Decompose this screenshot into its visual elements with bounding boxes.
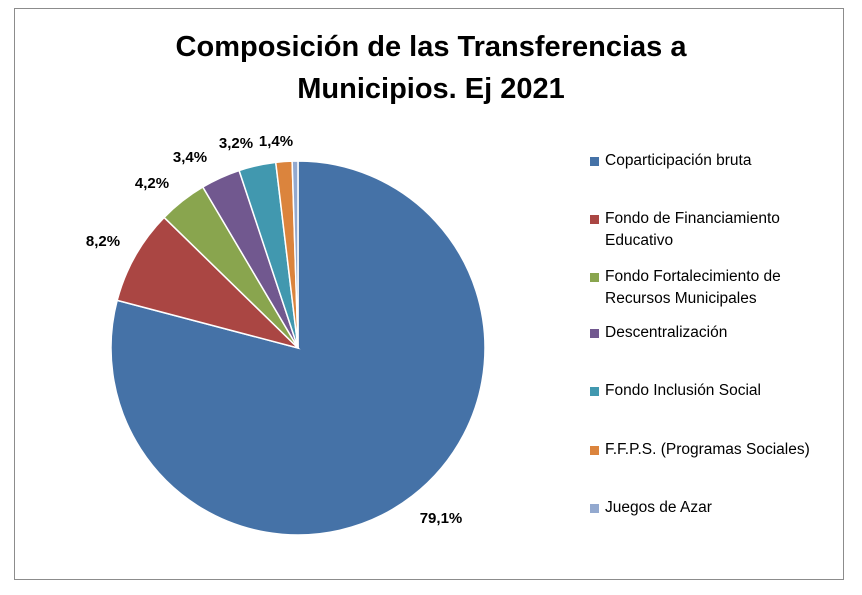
- legend-item-fondo-fortalecimiento-de-recursos-municipales: Fondo Fortalecimiento de Recursos Municip…: [590, 266, 840, 310]
- legend-swatch: [590, 504, 599, 513]
- legend-item-coparticipacion-bruta: Coparticipación bruta: [590, 150, 840, 172]
- legend-swatch: [590, 157, 599, 166]
- legend-label: F.F.P.S. (Programas Sociales): [605, 439, 810, 461]
- legend-label-line: Fondo Inclusión Social: [605, 382, 761, 399]
- data-label-coparticipacion-bruta: 79,1%: [420, 510, 463, 527]
- legend-label-line: F.F.P.S. (Programas Sociales): [605, 441, 810, 458]
- legend-swatch: [590, 329, 599, 338]
- pie-slice-fondo-de-financiamiento-educativo: [116, 216, 301, 350]
- legend-label-line: Educativo: [605, 232, 674, 249]
- legend-swatch: [590, 273, 599, 282]
- data-label-descentralizacion: 3,4%: [173, 149, 207, 166]
- legend-label-line: Fondo Fortalecimiento de: [605, 268, 781, 285]
- legend-label-line: Recursos Municipales: [605, 290, 757, 307]
- legend-item-descentralizacion: Descentralización: [590, 322, 840, 344]
- legend-label-line: Coparticipación bruta: [605, 152, 752, 169]
- legend-item-fondo-inclusion-social: Fondo Inclusión Social: [590, 380, 840, 402]
- legend-swatch: [590, 446, 599, 455]
- legend-label: Descentralización: [605, 322, 727, 344]
- legend-label: Fondo Fortalecimiento de Recursos Municip…: [605, 266, 781, 310]
- legend-label-line: Fondo de Financiamiento: [605, 210, 780, 227]
- chart-title-line-1: Composición de las Transferencias a: [175, 31, 687, 63]
- legend-swatch: [590, 387, 599, 396]
- legend-label: Fondo Inclusión Social: [605, 380, 761, 402]
- legend-item-juegos-de-azar: Juegos de Azar: [590, 497, 840, 519]
- legend-label: Coparticipación bruta: [605, 150, 751, 172]
- chart-title: Composición de las Transferencias a Muni…: [0, 26, 862, 110]
- data-label-f-f-p-s-programas-sociales: 1,4%: [259, 133, 293, 150]
- chart-title-line-2: Municipios. Ej 2021: [297, 73, 565, 105]
- legend-label-line: Juegos de Azar: [605, 499, 712, 516]
- data-label-fondo-inclusion-social: 3,2%: [219, 135, 253, 152]
- legend-label: Fondo de Financiamiento Educativo: [605, 208, 780, 252]
- data-label-fondo-de-financiamiento-educativo: 8,2%: [86, 233, 120, 250]
- legend-swatch: [590, 215, 599, 224]
- legend-item-fondo-de-financiamiento-educativo: Fondo de Financiamiento Educativo: [590, 208, 840, 252]
- pie-slice-juegos-de-azar: [291, 160, 299, 349]
- legend-label: Juegos de Azar: [605, 497, 712, 519]
- legend-item-f-f-p-s-programas-sociales: F.F.P.S. (Programas Sociales): [590, 439, 840, 461]
- data-label-fondo-fortalecimiento-de-recursos-municipales: 4,2%: [135, 175, 169, 192]
- legend-label-line: Descentralización: [605, 324, 728, 341]
